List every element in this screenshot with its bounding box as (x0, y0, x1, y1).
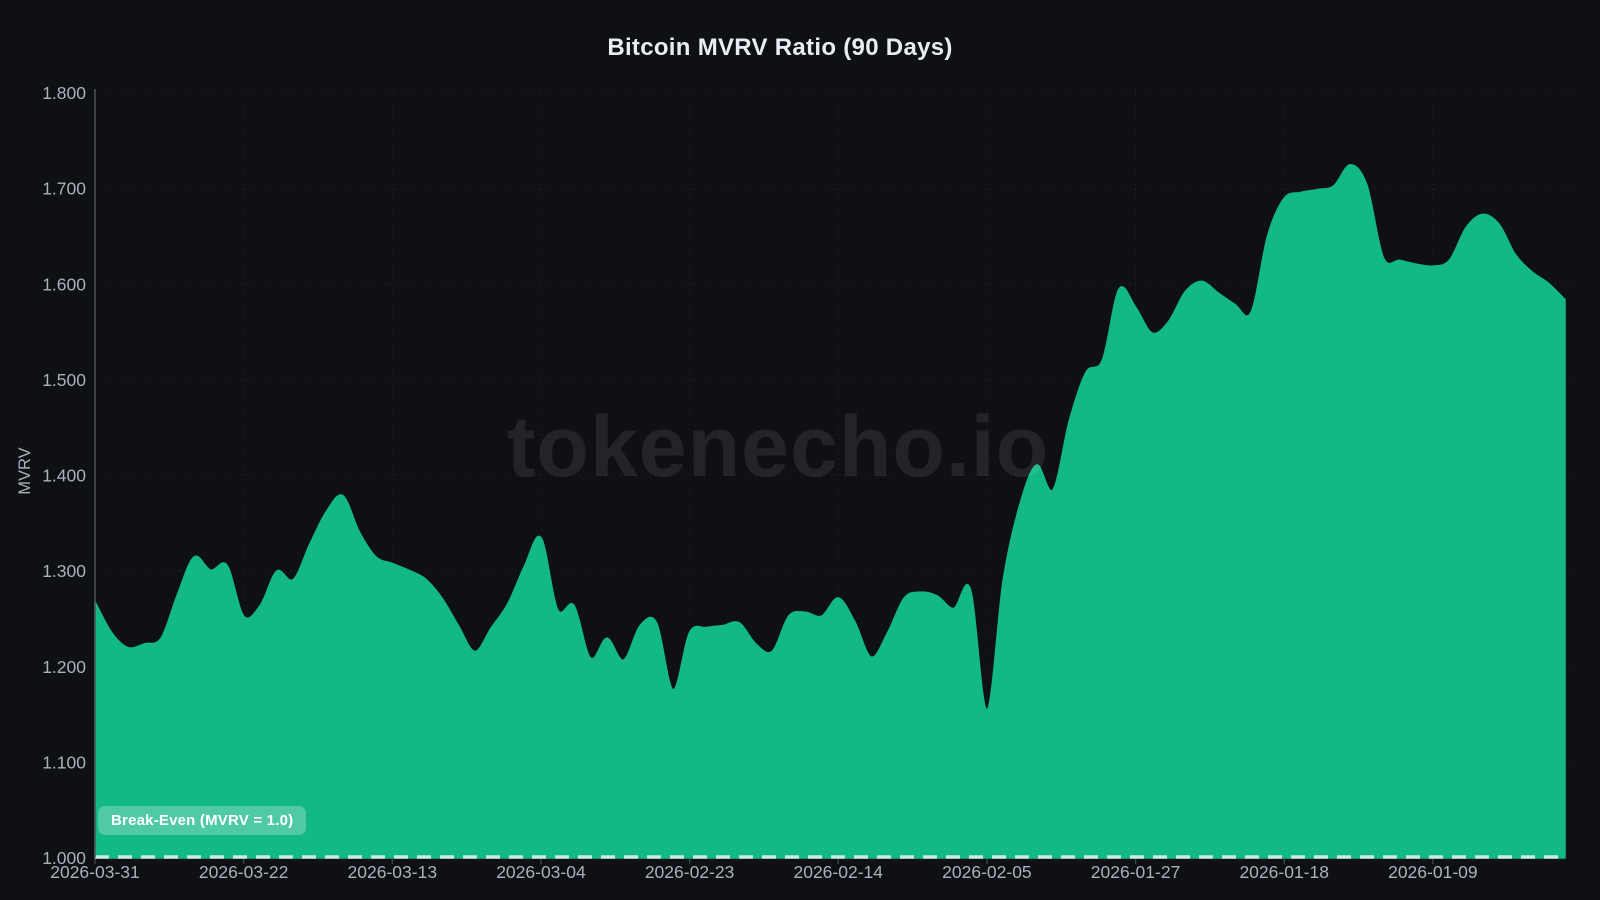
y-tick-label: 1.800 (42, 83, 86, 103)
y-tick-label: 1.000 (42, 848, 86, 868)
y-axis-labels: 1.000 1.100 1.200 1.300 1.400 1.500 1.600 1.700… (42, 83, 86, 868)
y-tick-label: 1.200 (42, 657, 86, 677)
x-tick-label: 2026-01-18 (1239, 862, 1329, 882)
y-axis-title: MVRV (16, 447, 34, 494)
y-tick-label: 1.700 (42, 179, 86, 199)
break-even-label: Break-Even (MVRV = 1.0) (98, 806, 307, 835)
x-tick-label: 2026-03-31 (50, 862, 140, 882)
x-tick-label: 2026-02-23 (645, 862, 735, 882)
x-tick-label: 2026-03-13 (348, 862, 438, 882)
x-tick-label: 2026-01-09 (1388, 862, 1478, 882)
x-tick-label: 2026-02-05 (942, 862, 1032, 882)
x-axis-labels: 2026-03-31 2026-03-22 2026-03-13 2026-03-04… (50, 859, 1478, 882)
y-tick-label: 1.300 (42, 561, 86, 581)
chart-title: Bitcoin MVRV Ratio (90 Days) (607, 34, 953, 61)
y-tick-label: 1.400 (42, 466, 86, 486)
x-tick-label: 2026-01-27 (1091, 862, 1181, 882)
x-tick-label: 2026-02-14 (793, 862, 883, 882)
x-tick-label: 2026-03-04 (496, 862, 586, 882)
y-tick-label: 1.600 (42, 274, 86, 294)
y-tick-label: 1.100 (42, 752, 86, 772)
x-tick-label: 2026-03-22 (199, 862, 289, 882)
area-series (94, 163, 1566, 859)
y-tick-label: 1.500 (42, 370, 86, 390)
